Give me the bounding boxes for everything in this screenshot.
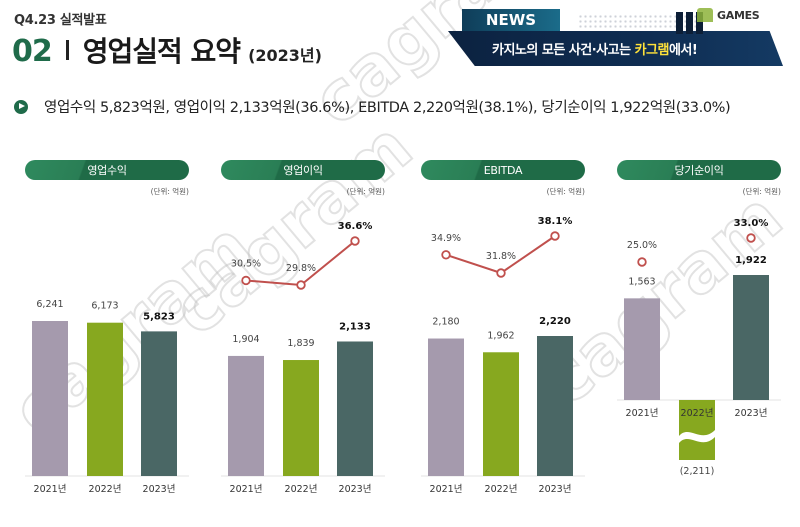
bar-value-label: 2,180 [432, 317, 459, 328]
chart-ebitda: 2,180 2021년 1,962 2022년 2,220 2023년 34.9% 31.8%… [421, 216, 585, 495]
margin-point [550, 231, 560, 241]
logo-mark-icon [697, 8, 713, 22]
bar-2023년 [733, 275, 769, 400]
bar-value-label: 1,922 [735, 255, 767, 266]
chart-revenue: 6,241 2021년 6,173 2022년 5,823 2023년 [25, 299, 189, 495]
banner-text: 카지노의 모든 사건·사고는 카그램에서! [492, 39, 698, 58]
report-label: Q4.23 실적발표 [14, 13, 107, 28]
margin-label: 31.8% [486, 251, 516, 262]
x-tick-label: 2021년 [230, 484, 263, 495]
margin-point [296, 280, 306, 290]
bar-2021년 [428, 338, 464, 476]
page-title: 02 영업실적 요약 (2023년) [12, 30, 322, 70]
margin-label: 29.8% [286, 263, 316, 274]
bar-value-label: 2,133 [339, 321, 371, 332]
section-number: 02 [12, 34, 53, 69]
x-tick-label: 2021년 [626, 408, 659, 419]
bullet-play-icon [14, 99, 28, 114]
unit-label: (단위: 억원) [546, 187, 585, 196]
bar-value-label: 6,241 [36, 299, 63, 310]
margin-label: 36.6% [338, 221, 373, 232]
bar-2022년 [283, 360, 319, 476]
axis-break-mark [679, 430, 715, 443]
bar-value-label: 1,839 [287, 338, 314, 349]
unit-label: (단위: 억원) [346, 187, 385, 196]
panel-net-income: 당기순이익 (단위: 억원) 1,563 2021년 (2,211) 2022년 1,9… [617, 160, 783, 500]
bar-2023년 [537, 336, 573, 476]
panel-operating-profit: 영업이익 (단위: 억원) 1,904 2021년 1,839 2022년 2,133 2… [221, 160, 387, 500]
banner-text-highlight: 카그램 [634, 43, 670, 58]
bar-2023년 [141, 331, 177, 476]
margin-label: 33.0% [734, 218, 769, 229]
bar-value-label: (2,211) [680, 466, 715, 477]
panel-revenue: 영업수익 (단위: 억원) 6,241 2021년 6,173 2022년 5,823 2… [25, 160, 191, 500]
title-text: 영업실적 요약 [82, 35, 241, 68]
margin-point [441, 250, 451, 260]
banner-dots-decoration [578, 14, 698, 28]
chart-operating-profit: 1,904 2021년 1,839 2022년 2,133 2023년 30.5% 29.8%… [221, 221, 385, 495]
bar-2023년 [337, 341, 373, 476]
summary-line: 영업수익 5,823억원, 영업이익 2,133억원(36.6%), EBITD… [14, 96, 731, 117]
margin-label: 38.1% [538, 216, 573, 227]
chart-net-income: 1,563 2021년 (2,211) 2022년 1,922 2023년 25.0% 33.… [617, 218, 781, 477]
panel-ebitda: EBITDA (단위: 억원) 2,180 2021년 1,962 2022년 2,22… [421, 160, 587, 500]
bar-value-label: 1,904 [232, 334, 259, 345]
x-tick-label: 2023년 [143, 484, 176, 495]
margin-label: 30.5% [231, 258, 261, 269]
x-tick-label: 2022년 [285, 484, 318, 495]
margin-point [746, 233, 756, 243]
title-year: (2023년) [248, 46, 322, 65]
bar-value-label: 2,220 [539, 316, 571, 327]
bar-2021년 [228, 355, 264, 476]
x-tick-label: 2022년 [89, 484, 122, 495]
panel-title: 영업수익 [25, 160, 189, 180]
margin-point [637, 257, 647, 267]
bar-value-label: 5,823 [143, 311, 175, 322]
bar-value-label: 1,962 [487, 330, 514, 341]
title-divider [65, 40, 69, 60]
summary-text: 영업수익 5,823억원, 영업이익 2,133억원(36.6%), EBITD… [44, 100, 731, 116]
banner-text-end: 에서! [668, 43, 698, 58]
panel-title: 영업이익 [221, 160, 385, 180]
panel-title: EBITDA [421, 160, 585, 180]
margin-point [350, 236, 360, 246]
panel-title: 당기순이익 [617, 160, 781, 180]
unit-label: (단위: 억원) [742, 187, 781, 196]
x-tick-label: 2023년 [339, 484, 372, 495]
news-tag: NEWS [462, 9, 560, 31]
banner-text-main: 카지노의 모든 사건·사고는 [492, 43, 635, 58]
logo-text: GAMES [717, 8, 760, 22]
bar-2022년 [87, 322, 123, 476]
bar-2022년 [483, 352, 519, 476]
bar-value-label: 1,563 [628, 276, 655, 287]
banner-body [448, 31, 783, 66]
x-tick-label: 2022년 [485, 484, 518, 495]
bar-2021년 [624, 298, 660, 400]
news-banner[interactable]: NEWS 카지노의 모든 사건·사고는 카그램에서! [448, 6, 788, 76]
bar-2021년 [32, 321, 68, 476]
bar-2022년 [679, 400, 715, 460]
bar-value-label: 6,173 [91, 301, 118, 312]
x-tick-label: 2023년 [735, 408, 768, 419]
company-logo: GAMES [697, 8, 760, 22]
x-tick-label: 2021년 [34, 484, 67, 495]
x-tick-label: 2021년 [430, 484, 463, 495]
margin-label: 34.9% [431, 233, 461, 244]
margin-label: 25.0% [627, 240, 657, 251]
x-tick-label: 2023년 [539, 484, 572, 495]
x-tick-label: 2022년 [681, 408, 714, 419]
unit-label: (단위: 억원) [150, 187, 189, 196]
margin-point [241, 275, 251, 286]
margin-point [496, 268, 506, 278]
